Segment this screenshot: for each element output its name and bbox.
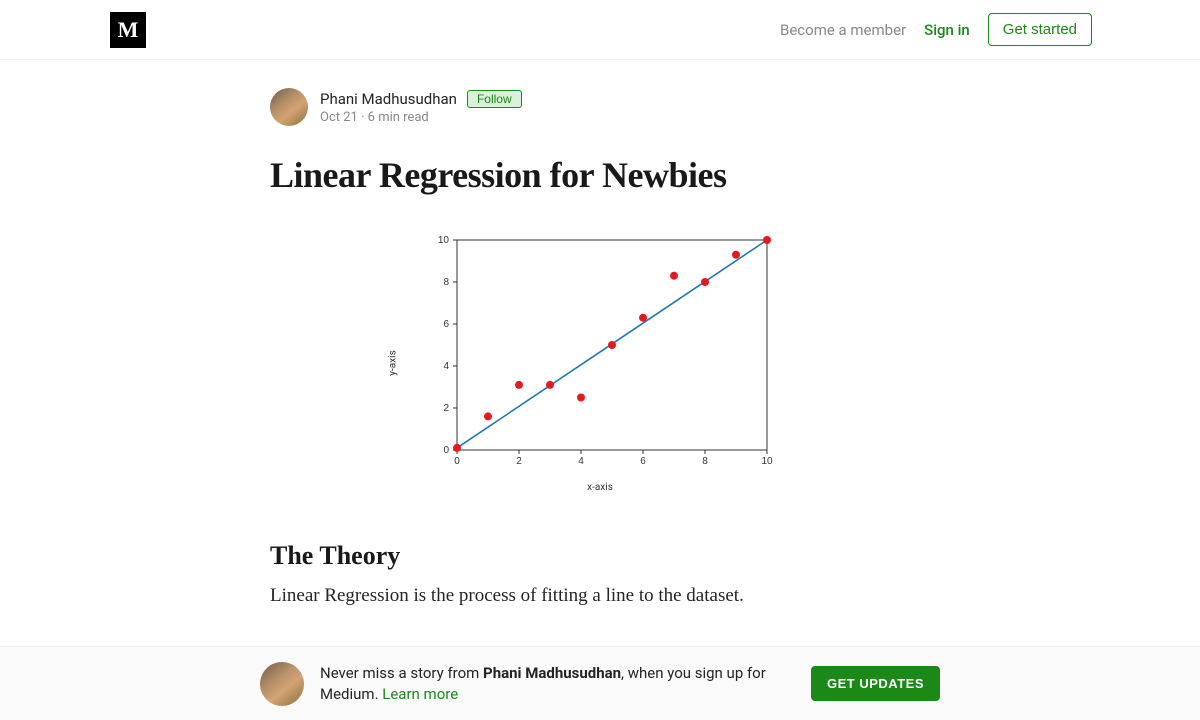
get-started-button[interactable]: Get started [988, 13, 1092, 46]
footer-author-avatar[interactable] [260, 662, 304, 706]
author-name-row: Phani Madhusudhan Follow [320, 90, 522, 108]
follow-button[interactable]: Follow [467, 90, 522, 108]
chart-figure: y-axis 0 2 4 6 8 10 0 2 4 6 8 10 x-axis [270, 232, 930, 493]
footer-text-prefix: Never miss a story from [320, 664, 483, 682]
article-container: Phani Madhusudhan Follow Oct 21 · 6 min … [270, 88, 930, 611]
footer-message: Never miss a story from Phani Madhusudha… [320, 663, 795, 705]
svg-text:2: 2 [516, 456, 522, 467]
medium-logo[interactable]: M [110, 12, 146, 48]
signup-footer-inner: Never miss a story from Phani Madhusudha… [260, 662, 940, 706]
publish-meta: Oct 21 · 6 min read [320, 110, 522, 125]
site-header: M Become a member Sign in Get started [0, 0, 1200, 60]
svg-text:10: 10 [761, 456, 773, 467]
learn-more-link[interactable]: Learn more [382, 685, 458, 703]
svg-text:4: 4 [443, 361, 449, 372]
regression-scatter-chart: 0 2 4 6 8 10 0 2 4 6 8 10 [423, 232, 777, 474]
become-member-link[interactable]: Become a member [780, 21, 906, 39]
svg-text:0: 0 [443, 445, 449, 456]
sign-in-link[interactable]: Sign in [924, 21, 970, 39]
chart-box: y-axis 02468100246810 x-axis [423, 232, 777, 493]
svg-text:2: 2 [443, 403, 449, 414]
header-actions: Become a member Sign in Get started [780, 13, 1092, 46]
author-avatar[interactable] [270, 88, 308, 126]
svg-text:6: 6 [640, 456, 646, 467]
get-updates-button[interactable]: GET UPDATES [811, 666, 940, 701]
svg-text:10: 10 [438, 235, 450, 246]
footer-author-name: Phani Madhusudhan [483, 664, 621, 682]
svg-text:6: 6 [443, 319, 449, 330]
svg-text:8: 8 [702, 456, 708, 467]
author-name[interactable]: Phani Madhusudhan [320, 90, 457, 108]
svg-text:4: 4 [578, 456, 584, 467]
svg-text:0: 0 [454, 456, 460, 467]
chart-ylabel: y-axis [388, 350, 399, 376]
author-meta: Phani Madhusudhan Follow Oct 21 · 6 min … [320, 90, 522, 125]
article-title: Linear Regression for Newbies [270, 154, 930, 196]
section-heading: The Theory [270, 541, 930, 571]
signup-footer: Never miss a story from Phani Madhusudha… [0, 646, 1200, 720]
chart-xlabel: x-axis [423, 482, 777, 493]
author-byline: Phani Madhusudhan Follow Oct 21 · 6 min … [270, 88, 930, 126]
article-paragraph: Linear Regression is the process of fitt… [270, 581, 930, 611]
svg-text:8: 8 [443, 277, 449, 288]
